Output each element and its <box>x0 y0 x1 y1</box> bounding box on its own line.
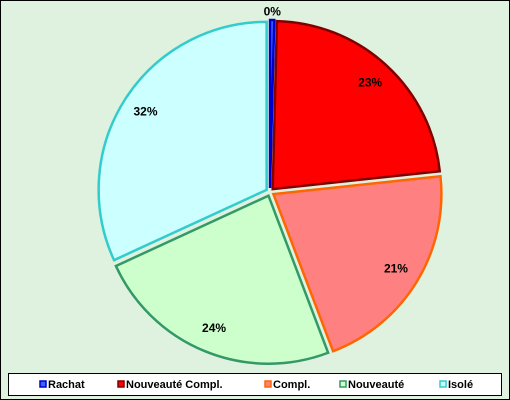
legend-label: Rachat <box>48 379 85 391</box>
legend-marker <box>439 380 447 388</box>
legend-marker <box>39 380 47 388</box>
data-label: 32% <box>133 104 157 118</box>
pie-slice <box>268 18 276 189</box>
legend-marker <box>339 380 347 388</box>
pie-slice <box>271 174 443 353</box>
data-label: 21% <box>384 262 408 276</box>
legend-label: Compl. <box>273 379 310 391</box>
legend-marker <box>117 380 125 388</box>
pie-slice <box>114 194 330 365</box>
legend-label: Isolé <box>448 379 473 391</box>
pie-slice <box>97 20 268 262</box>
legend-marker <box>264 380 272 388</box>
legend-box <box>8 373 502 396</box>
legend-label: Nouveauté <box>348 379 404 391</box>
pie-slice <box>271 19 442 191</box>
data-label: 23% <box>358 75 382 89</box>
data-label: 24% <box>202 321 226 335</box>
data-label: 0% <box>264 4 282 18</box>
legend-label: Nouveauté Compl. <box>126 379 223 391</box>
